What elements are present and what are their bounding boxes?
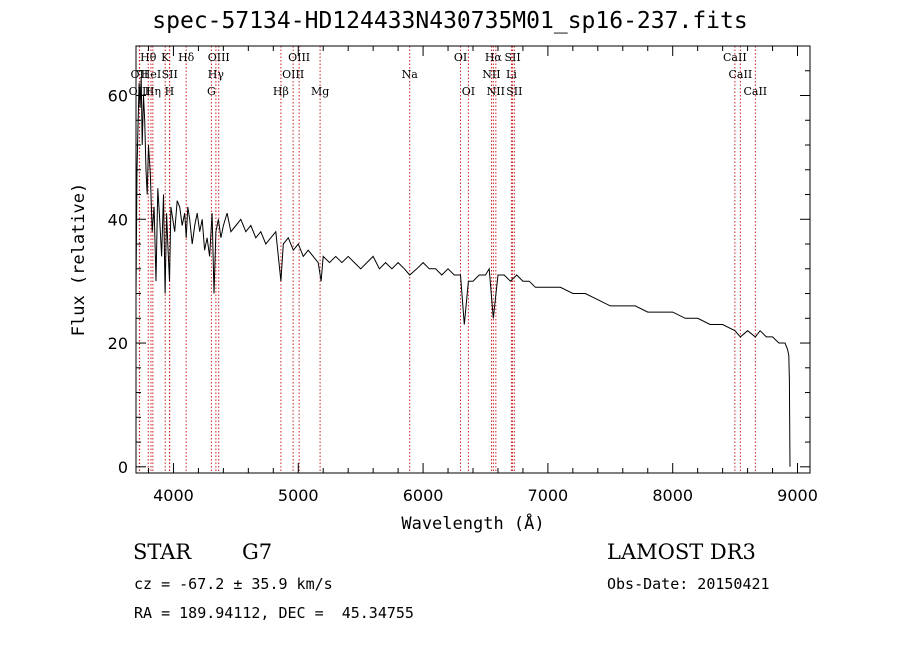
marker-label-27: CaII — [743, 85, 767, 98]
x-tick-label-3: 7000 — [528, 486, 569, 505]
x-tick-label-1: 5000 — [278, 486, 319, 505]
y-tick-label-3: 60 — [108, 87, 128, 106]
spectrum-series — [135, 76, 791, 467]
marker-label-20: NII — [482, 68, 500, 81]
marker-label-13: OIII — [288, 51, 310, 64]
x-tick-label-0: 4000 — [153, 486, 194, 505]
line-markers — [138, 46, 756, 473]
x-tick-label-5: 9000 — [777, 486, 818, 505]
plot-frame — [135, 45, 811, 474]
marker-label-4: Hη — [145, 85, 161, 98]
marker-label-19: Hα — [485, 51, 503, 64]
marker-label-21: NII — [487, 85, 505, 98]
marker-label-10: Hγ — [208, 68, 225, 81]
marker-label-8: Hδ — [178, 51, 195, 64]
y-axis-label: Flux (relative) — [69, 183, 89, 337]
y-tick-label-2: 40 — [108, 210, 128, 229]
obs-date-line: Obs-Date: 20150421 — [607, 575, 770, 593]
chart-title: spec-57134-HD124433N430735M01_sp16-237.f… — [152, 8, 748, 34]
x-tick-label-2: 6000 — [403, 486, 444, 505]
axes: 4000 5000 6000 7000 8000 9000 0 20 40 60 — [108, 45, 818, 505]
marker-label-17: OI — [454, 51, 467, 64]
object-subclass: G7 — [242, 540, 273, 564]
marker-label-6: SII — [162, 68, 178, 81]
marker-label-12: Hβ — [273, 85, 289, 98]
marker-label-22: SII — [504, 51, 520, 64]
marker-label-7: H — [165, 85, 175, 98]
marker-label-0: OII — [131, 68, 149, 81]
marker-label-24: SII — [506, 85, 522, 98]
marker-labels: OII OIII Hθ HeI Hη K SII H Hδ OIII Hγ G Hβ OIII OIII Mg… — [129, 51, 768, 98]
marker-label-16: Na — [402, 68, 419, 81]
marker-label-1: OIII — [129, 85, 151, 98]
marker-label-14: OIII — [282, 68, 304, 81]
marker-label-23: Li — [506, 68, 517, 81]
marker-label-15: Mg — [311, 85, 329, 98]
x-tick-label-4: 8000 — [652, 486, 693, 505]
y-tick-label-1: 20 — [108, 334, 128, 353]
survey-name: LAMOST DR3 — [607, 540, 756, 564]
marker-label-2: Hθ — [140, 51, 157, 64]
y-tick-label-0: 0 — [118, 458, 128, 477]
x-axis-label: Wavelength (Å) — [401, 512, 544, 534]
coordinates-line: RA = 189.94112, DEC = 45.34755 — [134, 604, 414, 622]
spectrum-line — [135, 76, 791, 467]
marker-label-9: OIII — [208, 51, 230, 64]
object-class: STAR — [133, 540, 192, 564]
marker-label-3: HeI — [141, 68, 161, 81]
marker-label-5: K — [161, 51, 170, 64]
marker-label-18: OI — [462, 85, 475, 98]
redshift-line: cz = -67.2 ± 35.9 km/s — [134, 575, 333, 593]
marker-label-26: CaII — [729, 68, 753, 81]
marker-label-25: CaII — [723, 51, 747, 64]
marker-label-11: G — [207, 85, 216, 98]
